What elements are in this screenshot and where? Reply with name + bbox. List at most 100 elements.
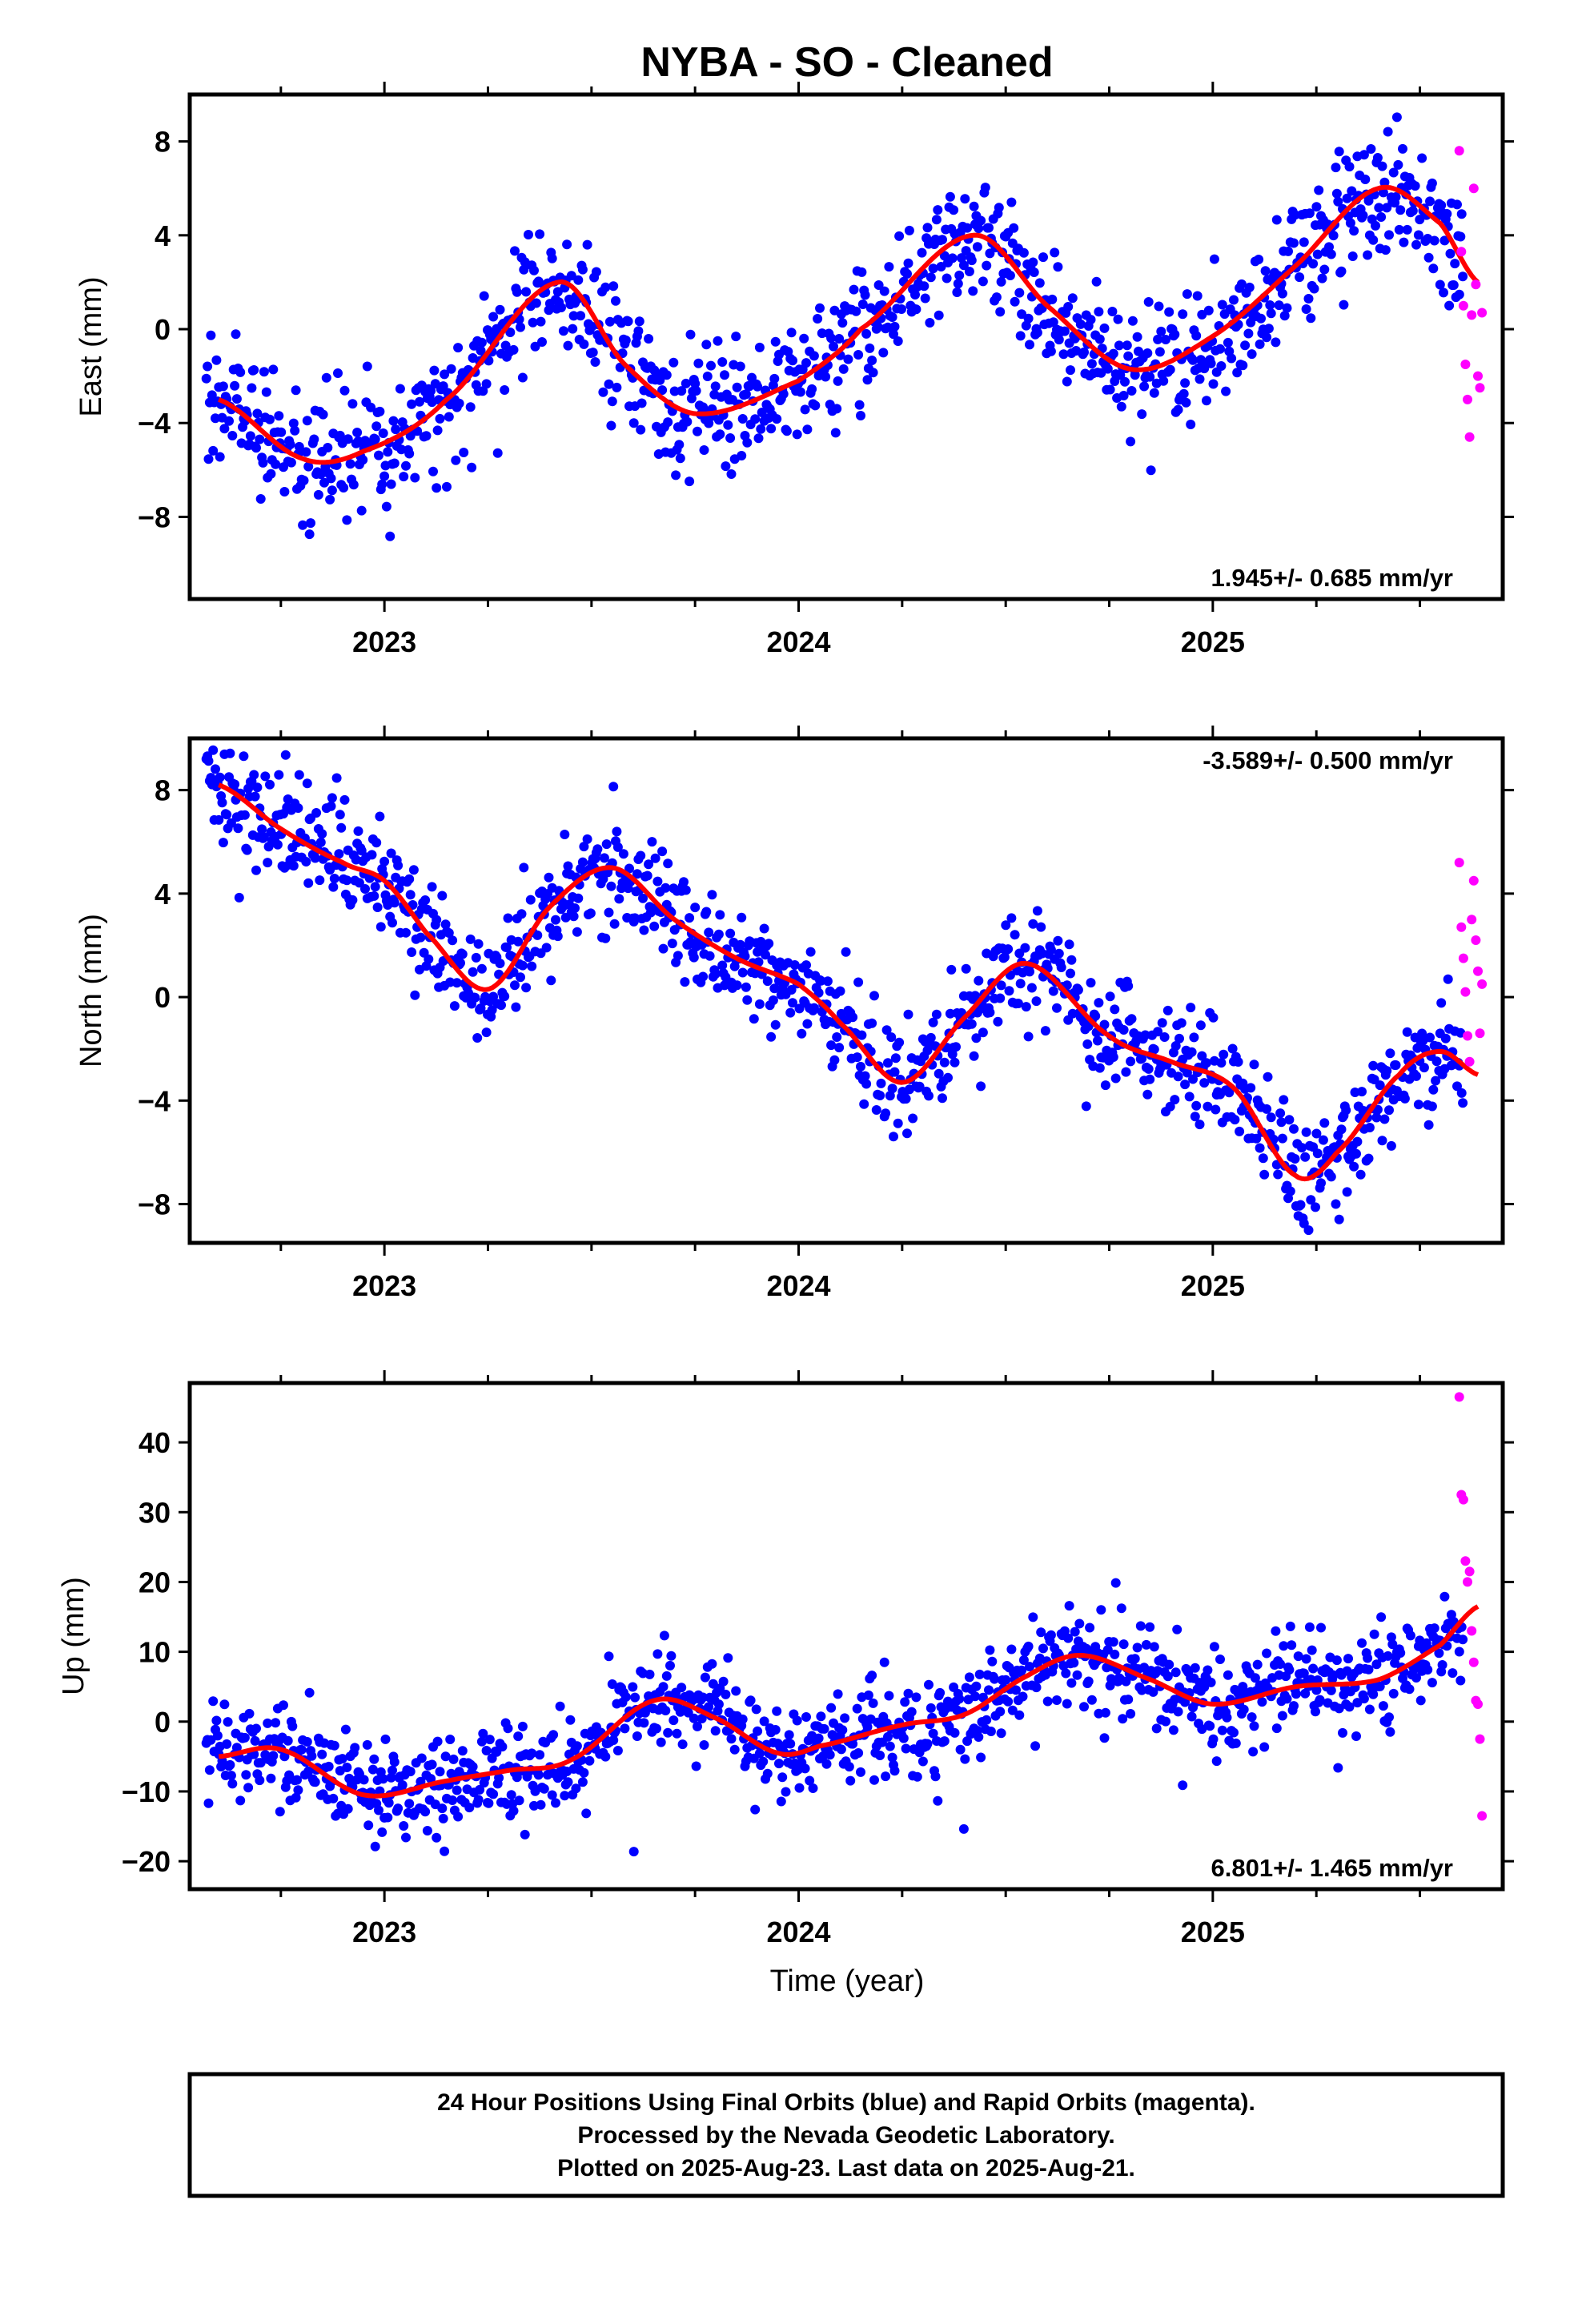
final-point [962, 223, 973, 233]
final-point [558, 326, 568, 336]
final-point [634, 316, 644, 327]
final-point [1108, 1637, 1118, 1647]
final-point [1247, 1712, 1257, 1723]
final-point [374, 450, 383, 460]
final-point [560, 830, 570, 839]
final-point [568, 311, 579, 321]
final-point [930, 1771, 941, 1782]
final-point [840, 1713, 850, 1723]
final-point [315, 875, 325, 886]
final-point [801, 960, 811, 971]
final-point [857, 300, 868, 309]
final-point [453, 343, 464, 353]
final-point [386, 1772, 396, 1783]
final-point [1443, 974, 1453, 984]
final-point [1161, 335, 1170, 344]
final-point [1287, 1640, 1297, 1651]
final-point [219, 1699, 230, 1710]
final-point [488, 1789, 499, 1799]
final-point [407, 947, 417, 957]
final-point [1456, 231, 1466, 242]
final-point [562, 239, 572, 250]
final-point [389, 1757, 400, 1767]
final-point [1352, 1136, 1363, 1147]
final-point [563, 1777, 573, 1787]
final-point [843, 354, 853, 364]
final-point [1375, 1681, 1385, 1691]
final-point [1240, 340, 1251, 351]
final-point [889, 1132, 898, 1142]
final-point [800, 1763, 810, 1774]
final-point [1100, 1707, 1110, 1718]
rapid-point [1467, 915, 1477, 925]
rapid-point [1475, 1028, 1485, 1039]
rapid-point [1460, 1556, 1471, 1566]
final-point [377, 1827, 387, 1837]
final-point [663, 1727, 673, 1738]
y-tick-label: 0 [155, 313, 171, 346]
final-point [931, 215, 942, 225]
final-point [1126, 436, 1136, 447]
final-point [1331, 1199, 1341, 1209]
final-point [1217, 300, 1227, 310]
final-point [710, 381, 721, 392]
final-point [1318, 1135, 1328, 1145]
final-point [1156, 326, 1166, 336]
final-point [536, 316, 546, 327]
final-point [1385, 1727, 1395, 1737]
final-point [258, 457, 268, 468]
final-point [1182, 1068, 1192, 1078]
final-point [766, 424, 777, 434]
final-point [565, 1715, 576, 1725]
final-point [953, 279, 963, 289]
final-point [1311, 1707, 1320, 1717]
final-point [1342, 193, 1352, 203]
final-point [878, 348, 889, 358]
final-point [283, 1735, 293, 1746]
final-point [612, 826, 622, 837]
final-point [1378, 1701, 1388, 1711]
final-point [303, 1766, 314, 1776]
final-point [1094, 334, 1105, 344]
final-point [706, 360, 716, 371]
final-point [647, 837, 657, 847]
final-point [753, 433, 764, 444]
final-point [508, 344, 519, 355]
final-point [1276, 1117, 1287, 1128]
final-point [1001, 920, 1011, 931]
final-point [345, 459, 355, 469]
y-tick-label: 30 [139, 1496, 171, 1529]
final-point [1244, 282, 1255, 292]
final-point [1004, 986, 1014, 996]
final-point [296, 1744, 307, 1755]
final-point [759, 923, 769, 934]
final-point [452, 1785, 462, 1795]
final-point [903, 258, 913, 268]
final-point [358, 455, 368, 465]
final-point [378, 1774, 388, 1784]
final-point [1439, 1591, 1450, 1602]
final-point [1205, 1721, 1215, 1731]
final-point [1423, 1120, 1434, 1130]
final-point [1371, 220, 1380, 231]
final-point [488, 312, 499, 322]
final-point [960, 194, 970, 204]
final-point [481, 379, 492, 389]
final-point [537, 337, 547, 347]
final-point [1113, 314, 1123, 324]
final-point [472, 1033, 483, 1043]
final-point [404, 1799, 415, 1809]
final-point [1404, 1684, 1415, 1695]
final-point [1282, 303, 1292, 313]
final-point [987, 1656, 998, 1667]
final-point [1146, 465, 1156, 476]
final-point [938, 235, 947, 245]
final-point [931, 1009, 942, 1019]
final-point [329, 1740, 339, 1751]
final-point [1417, 153, 1427, 163]
final-point [639, 1718, 649, 1728]
final-point [1158, 376, 1169, 386]
final-point [1031, 1683, 1042, 1693]
final-point [370, 1841, 380, 1852]
final-point [661, 1706, 671, 1715]
